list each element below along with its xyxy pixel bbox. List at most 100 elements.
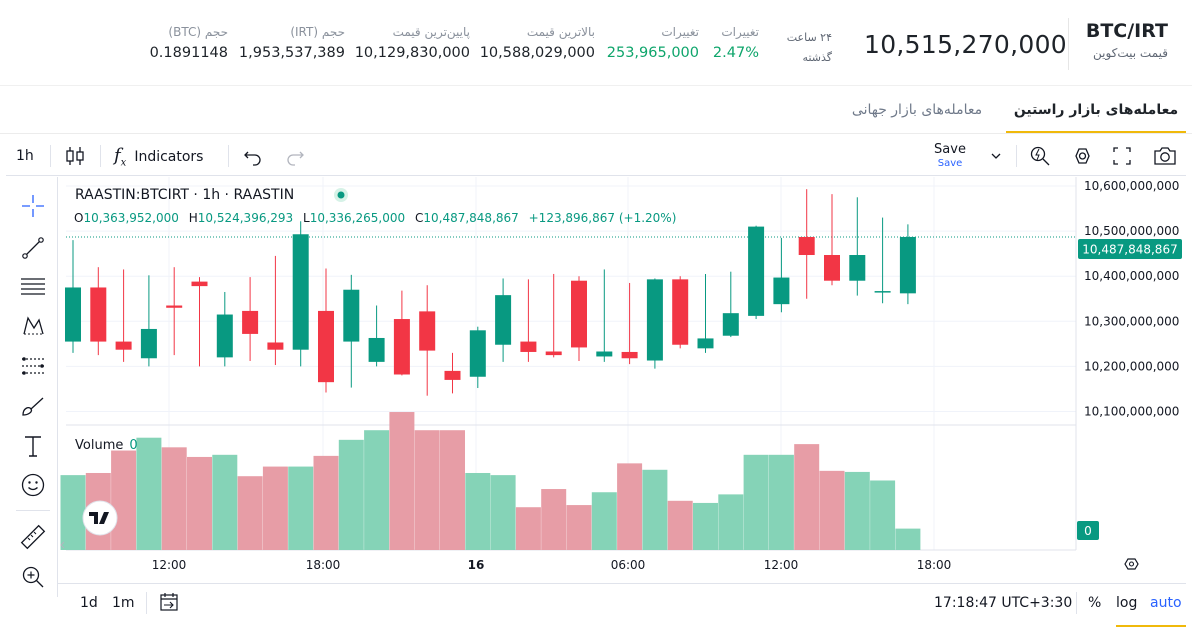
stat-value: 10,588,029,000	[479, 45, 595, 61]
log-scale-button[interactable]: log	[1116, 595, 1138, 611]
time-tick-label: 12:00	[764, 558, 799, 572]
volume-bar	[414, 430, 440, 550]
volume-bar	[490, 475, 516, 550]
prediction-tool[interactable]	[16, 349, 50, 383]
candle-body	[899, 236, 916, 294]
stat-value: 2.47%	[712, 45, 759, 61]
market-status-dot-inner	[337, 191, 345, 199]
zoom-tool[interactable]	[16, 560, 50, 594]
stat-low: پایین‌ترین قیمت 10,129,830,000	[355, 25, 470, 61]
toolbar-divider	[50, 145, 51, 167]
range-1m-button[interactable]: 1m	[112, 595, 135, 611]
gear-icon	[1075, 148, 1090, 164]
price-axis: 10,600,000,000 10,500,000,000 10,400,000,0…	[1084, 179, 1179, 418]
tab-raastin-market[interactable]: معامله‌های بازار راستین	[1006, 88, 1186, 133]
emoji-tool[interactable]	[16, 468, 50, 502]
tab-global-market[interactable]: معامله‌های بازار جهانی	[851, 102, 983, 118]
ohlc-high: 10,524,396,293	[198, 211, 293, 225]
search-icon	[1030, 146, 1050, 166]
volume-bar	[440, 430, 465, 550]
volume-bar	[111, 450, 137, 550]
quick-search-button[interactable]	[1028, 136, 1054, 176]
indicators-label: Indicators	[134, 149, 204, 165]
camera-icon	[1154, 147, 1176, 165]
candle-body	[545, 351, 562, 356]
candle-body	[773, 277, 790, 305]
volume-bar	[212, 454, 238, 550]
volume-bars	[60, 412, 921, 550]
candle-body	[419, 311, 436, 351]
pair-name: قیمت بیت‌کوین	[1092, 46, 1168, 60]
toolbar-divider	[1016, 145, 1017, 167]
fib-tool[interactable]	[16, 270, 50, 304]
trend-line-tool[interactable]	[16, 231, 50, 265]
divider	[1068, 18, 1069, 70]
candle-body	[798, 236, 815, 256]
scroll-left-icon[interactable]	[60, 541, 65, 549]
save-button[interactable]: Save Save	[928, 142, 972, 170]
candle-body	[115, 341, 132, 350]
stat-label: تغییرات	[661, 25, 699, 39]
volume-bar	[136, 437, 162, 550]
candle-body	[292, 234, 309, 350]
goto-date-button[interactable]	[158, 584, 182, 622]
time-tick-label: 18:00	[306, 558, 341, 572]
save-label: Save	[934, 142, 966, 157]
toolbar-divider	[100, 145, 101, 167]
text-tool[interactable]	[16, 429, 50, 463]
interval-button[interactable]: 1h	[16, 148, 34, 164]
save-sublabel: Save	[937, 158, 963, 169]
stat-high: بالاترین قیمت 10,588,029,000	[480, 25, 595, 61]
measure-tool[interactable]	[16, 520, 50, 554]
auto-scale-button[interactable]: auto	[1150, 595, 1182, 611]
settings-button[interactable]	[1070, 136, 1096, 176]
save-options-button[interactable]	[990, 136, 1004, 176]
candle-body	[646, 279, 663, 361]
indicators-button[interactable]: fx Indicators	[114, 136, 203, 176]
chart-bottom-bar: 1d 1m 17:18:47 UTC+3:30 % log auto	[58, 583, 1186, 621]
price-tick-label: 10,300,000,000	[1084, 314, 1179, 328]
ohlc-change: +123,896,867 (+1.20%)	[529, 211, 677, 225]
axis-settings-icon[interactable]	[1124, 558, 1139, 570]
volume-bar	[364, 430, 390, 550]
tradingview-logo[interactable]	[82, 500, 118, 536]
candle-body	[267, 342, 284, 350]
market-tabs: معامله‌های بازار راستین معامله‌های بازار…	[0, 88, 1192, 134]
price-chart[interactable]: 10,600,000,000 10,500,000,000 10,400,000,0…	[58, 177, 1186, 583]
redo-button[interactable]	[284, 136, 308, 176]
brush-tool[interactable]	[16, 389, 50, 423]
period-line-1: ۲۴ ساعت	[786, 31, 832, 44]
volume-bar	[895, 528, 921, 550]
function-icon: fx	[114, 145, 127, 169]
chart-toolbar: 1h fx Indicators	[6, 136, 1186, 176]
range-1d-button[interactable]: 1d	[80, 595, 98, 611]
percent-scale-button[interactable]: %	[1088, 595, 1102, 611]
active-tab-indicator	[1116, 625, 1186, 627]
candle-type-button[interactable]	[64, 136, 88, 176]
candle-body	[824, 255, 840, 281]
pattern-tool[interactable]	[16, 309, 50, 343]
time-tick-label: 12:00	[152, 558, 187, 572]
volume-tag-bg	[1077, 521, 1099, 540]
screenshot-button[interactable]	[1152, 136, 1180, 176]
stat-label: حجم (IRT)	[290, 25, 345, 39]
stat-label: حجم (BTC)	[168, 25, 228, 39]
candle-body	[140, 328, 157, 359]
pair-block[interactable]: BTC/IRT قیمت بیت‌کوین	[1086, 20, 1168, 60]
volume-bar	[642, 469, 668, 550]
clock-timezone[interactable]: 17:18:47 UTC+3:30	[934, 595, 1073, 611]
crosshair-tool[interactable]	[16, 189, 50, 223]
stat-volume-btc: حجم (BTC) 0.1891148	[150, 25, 228, 61]
candle-body	[343, 289, 360, 342]
candles	[65, 189, 916, 396]
ohlc-l-label: L	[303, 211, 310, 225]
candlestick-icon	[66, 147, 84, 165]
price-tick-label: 10,200,000,000	[1084, 359, 1179, 373]
fullscreen-button[interactable]	[1110, 136, 1136, 176]
ohlc-o-label: O	[74, 211, 83, 225]
volume-bar	[262, 466, 288, 550]
volume-bar	[389, 412, 415, 550]
undo-button[interactable]	[242, 136, 266, 176]
brush-icon	[22, 397, 44, 416]
stat-value: 1,953,537,389	[238, 45, 345, 61]
